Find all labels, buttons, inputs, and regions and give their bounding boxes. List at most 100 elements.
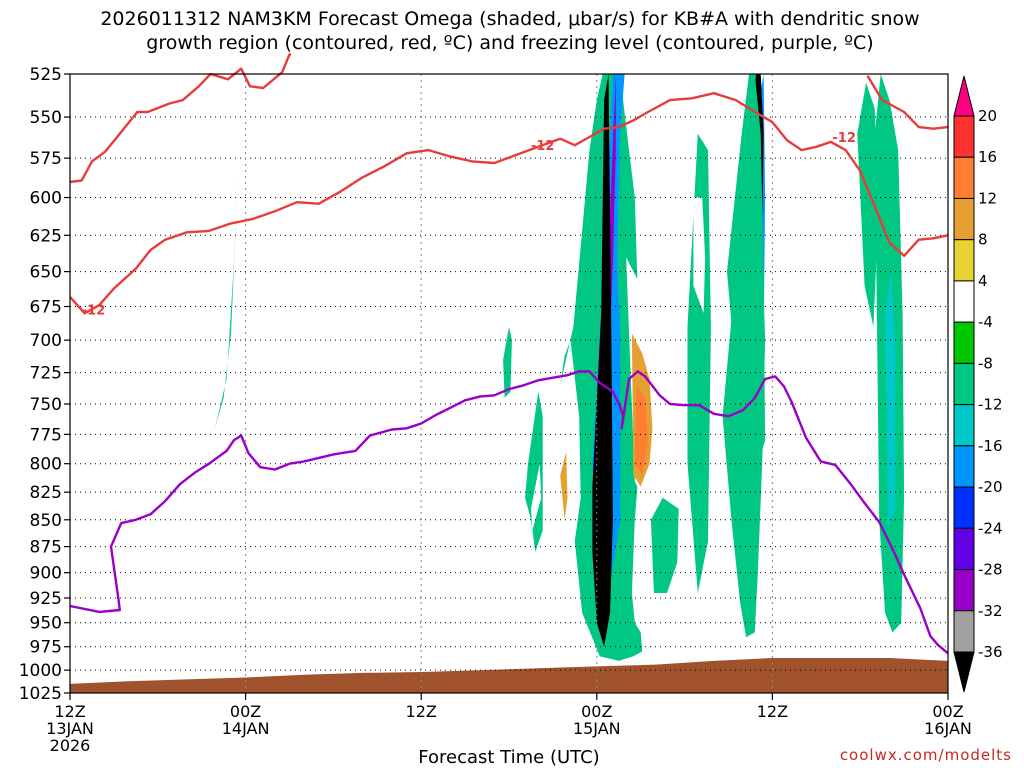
omega-region [634,385,648,476]
omega-region [945,74,948,652]
colorbar-segment [953,445,975,488]
colorbar-label: -24 [978,519,1003,537]
colorbar-segment [953,486,975,529]
x-tick-label: 12Z [406,702,437,721]
colorbar-label: 16 [978,148,997,166]
terrain-fill [70,658,948,693]
y-tick-label: 1025 [19,684,62,704]
omega-region [678,82,691,167]
omega-region [592,74,613,647]
colorbar-label: -12 [978,396,1003,414]
omega-region [727,74,766,476]
colorbar-segment [953,404,975,447]
omega-shading [80,74,948,661]
x-tick-label: 00Z [932,702,963,721]
y-tick-label: 900 [30,564,62,584]
colorbar-label: 12 [978,189,997,207]
omega-region [80,74,88,109]
colorbar-segment [953,321,975,364]
omega-region [716,530,732,603]
colorbar-segment [953,239,975,282]
contour-labels: -12 -12 -12 [82,131,856,319]
omega-region [503,326,512,398]
y-tick-label: 675 [30,298,62,318]
colorbar: 20 16 12 8 4 -4 -8 -12 -16 -20 -24 -28 -32 -36 [953,75,1003,693]
colorbar-top-arrow [953,75,975,117]
omega-region [560,452,568,520]
omega-region [652,271,675,341]
omega-region [687,133,711,593]
y-tick-label: 725 [30,364,62,384]
y-tick-label: 550 [30,108,62,128]
omega-region [770,326,786,487]
colorbar-segment [953,280,975,323]
colorbar-label: -28 [978,561,1003,579]
colorbar-label: -32 [978,602,1003,620]
colorbar-segment [953,362,975,406]
y-tick-label: 925 [30,589,62,609]
colorbar-segment [953,115,975,158]
colorbar-label: 4 [978,272,988,290]
x-tick-label: 15JAN [573,719,621,738]
omega-region [693,197,706,314]
y-tick-label: 850 [30,511,62,531]
contour-line [69,370,949,655]
x-axis-label: Forecast Time (UTC) [418,747,599,768]
omega-region [924,416,943,547]
colorbar-segment [953,197,975,241]
x-tick-label: 00Z [581,702,612,721]
contour-line [69,53,291,184]
omega-region [650,497,679,593]
terrain-surface [70,658,948,693]
x-tick-label: 12Z [757,702,788,721]
y-tick-label: 875 [30,538,62,558]
y-tick-label: 975 [30,638,62,658]
y-tick-label: 625 [30,226,62,246]
y-tick-label: 825 [30,483,62,503]
colorbar-segment [953,527,975,571]
chart-title-line1: 2026011312 NAM3KM Forecast Omega (shaded… [100,8,919,30]
chart-title-line2: growth region (contoured, red, ºC) and f… [146,32,873,54]
contour-label: -12 [82,304,106,319]
omega-region [214,169,239,429]
y-tick-label: 1000 [19,661,62,681]
contour-label: -12 [832,131,856,146]
y-tick-label: 575 [30,149,62,169]
colorbar-bottom-arrow [953,651,975,693]
omega-region [531,463,542,531]
colorbar-segment [953,569,975,612]
axes: 525 550 575 600 625 650 675 700 725 750 775 800 825 8… [19,65,972,755]
omega-region [677,551,697,613]
x-tick-label: 2026 [50,736,91,755]
x-tick-label: 12Z [54,702,85,721]
x-tick-label: 16JAN [924,719,972,738]
y-tick-label: 650 [30,263,62,283]
colorbar-label: 20 [978,107,997,125]
omega-region [790,182,811,417]
omega-region [857,82,878,327]
y-tick-label: 600 [30,189,62,209]
colorbar-label: -8 [978,354,993,372]
colorbar-label: -16 [978,437,1003,455]
y-tick-label: 950 [30,614,62,634]
colorbar-segment [953,156,975,199]
contour-line [866,75,949,130]
colorbar-label: 8 [978,231,988,249]
contour-line [69,92,949,315]
y-tick-label: 525 [30,65,62,85]
colorbar-label: -4 [978,313,993,331]
x-tick-label: 00Z [230,702,261,721]
y-tick-label: 775 [30,425,62,445]
grid-lines [70,73,948,694]
omega-region [885,271,896,531]
omega-region [781,108,793,198]
y-tick-label: 800 [30,455,62,475]
colorbar-label: -36 [978,643,1003,661]
credit-text: coolwx.com/modelts [840,746,1012,764]
x-tick-label: 14JAN [222,719,270,738]
omega-region [525,391,543,552]
plot-frame [69,73,949,694]
colorbar-segment [953,610,975,653]
colorbar-label: -20 [978,478,1003,496]
